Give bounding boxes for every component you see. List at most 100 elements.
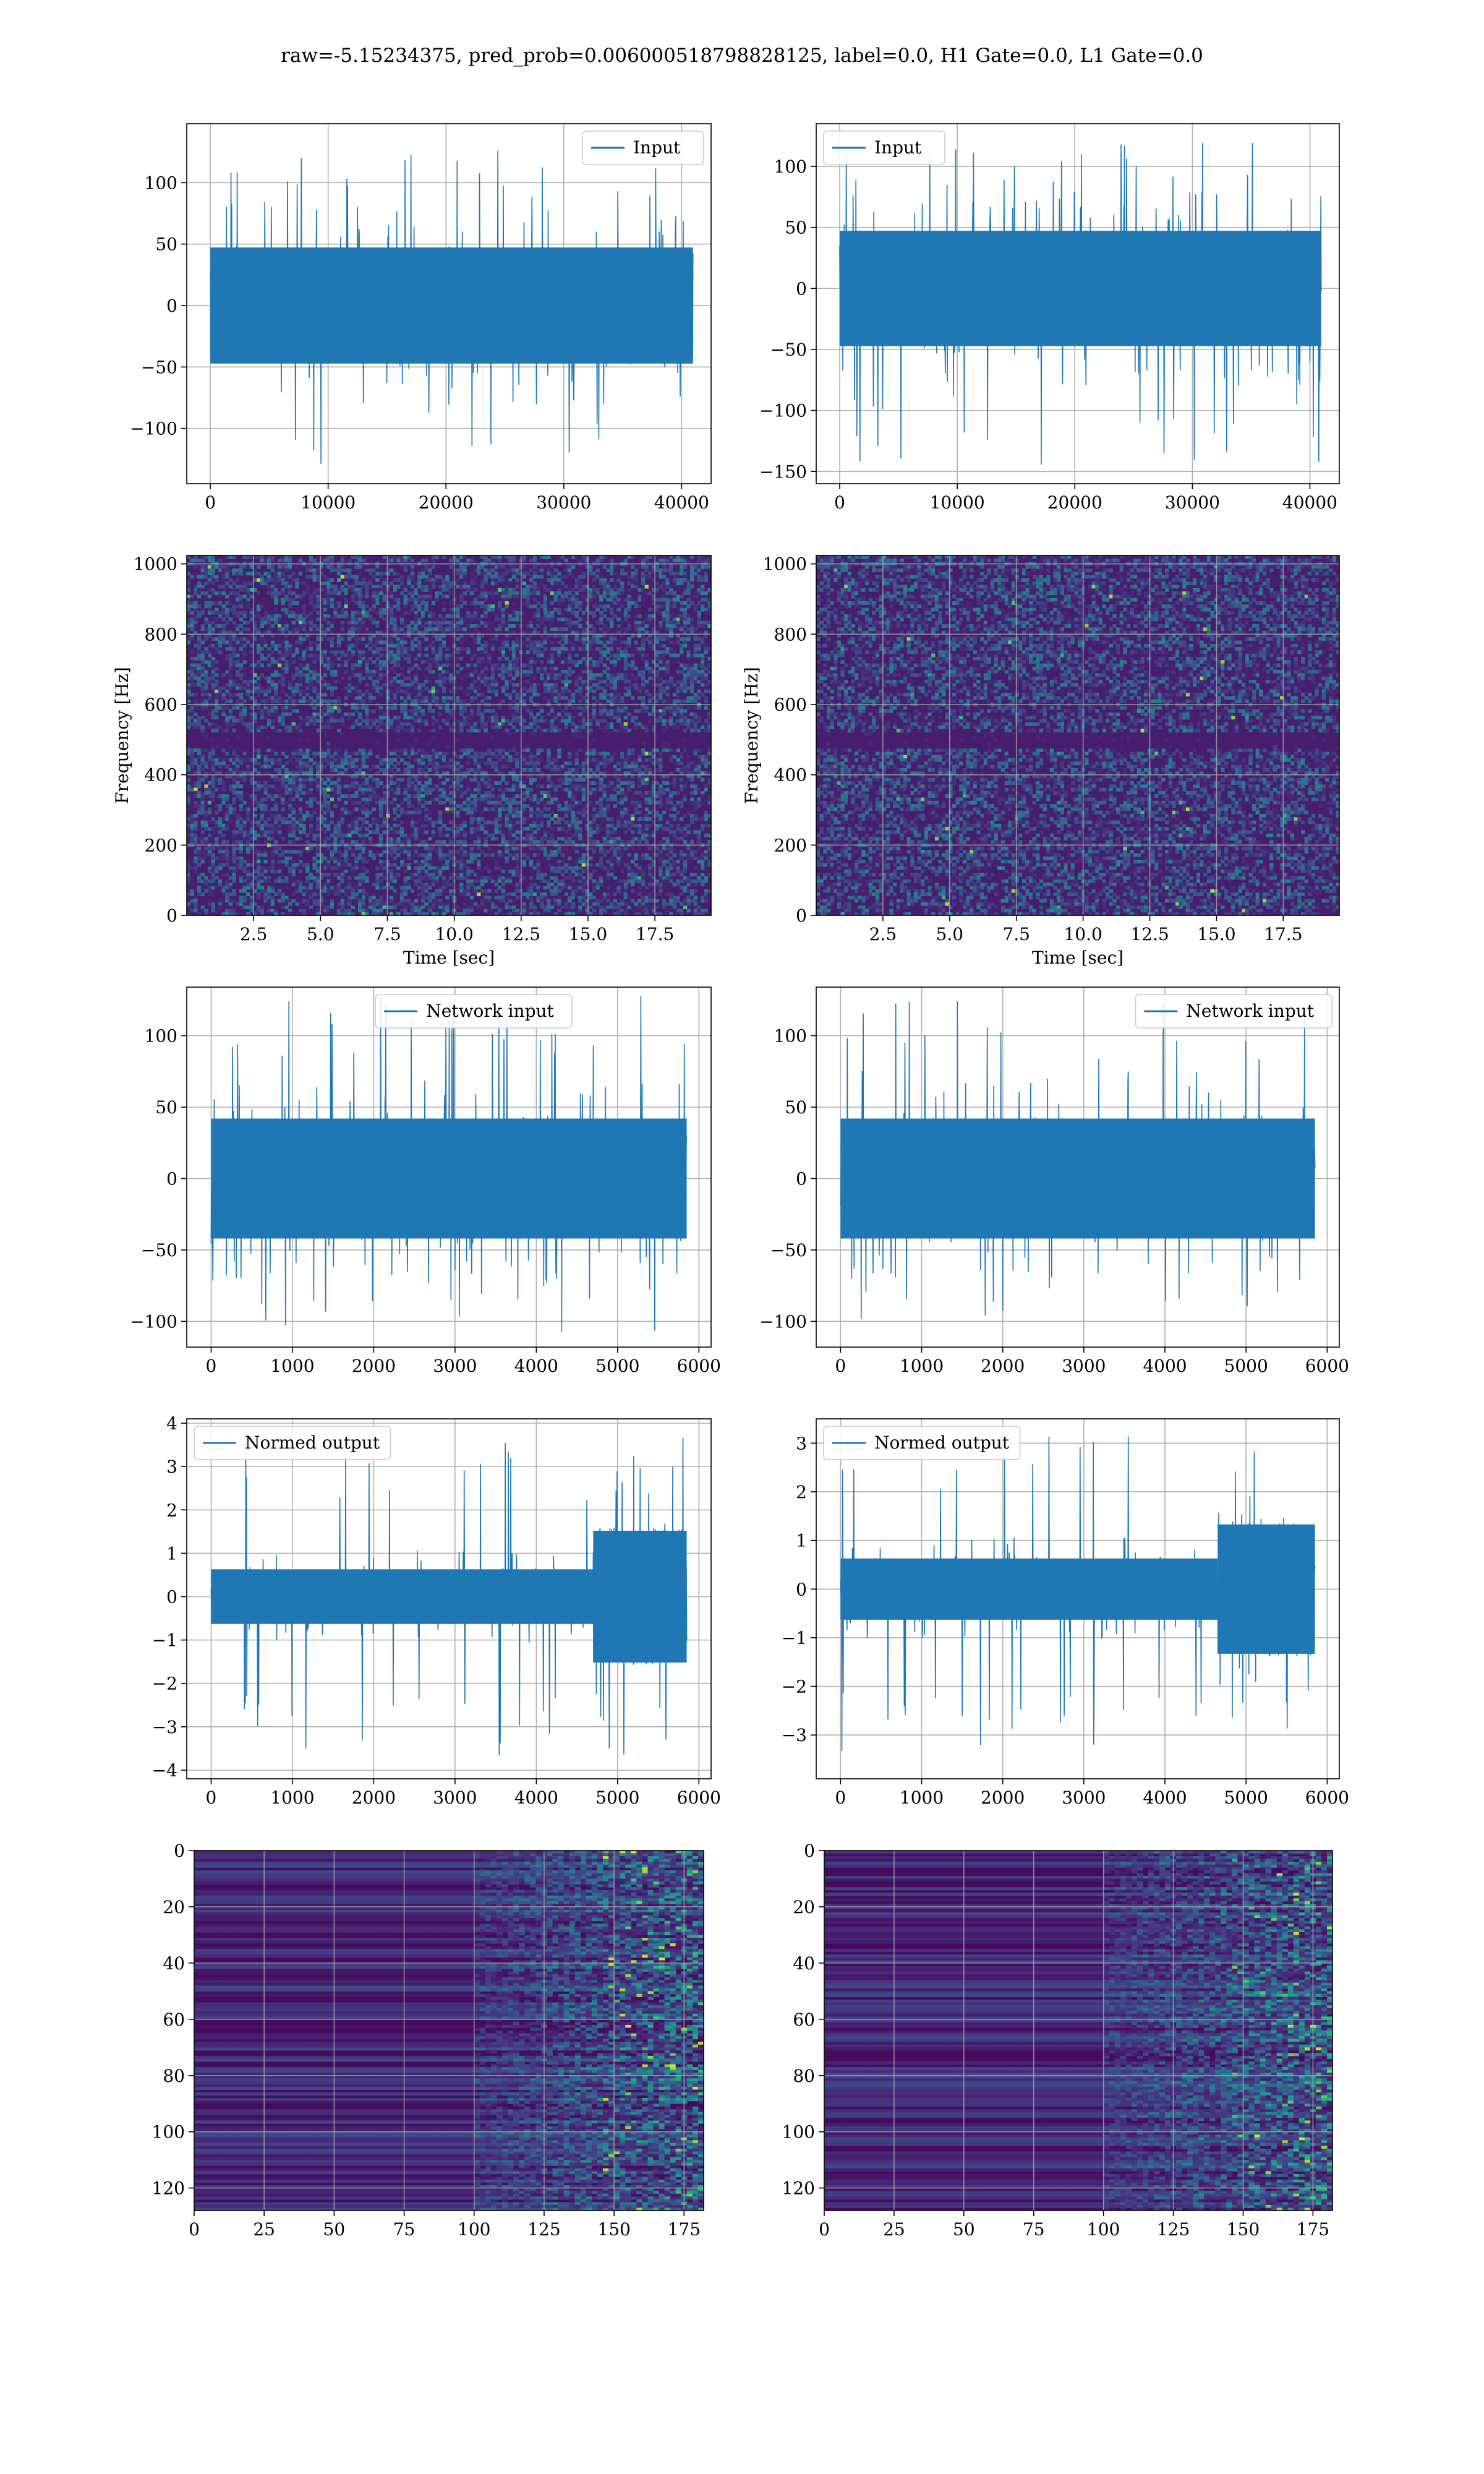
heatmap-cell: [540, 555, 544, 559]
heatmap-cell: [651, 627, 656, 631]
heatmap-cell: [623, 650, 628, 654]
heatmap-cell: [403, 559, 407, 563]
heatmap-cell: [365, 673, 369, 677]
heatmap-cell: [239, 696, 244, 700]
heatmap-cell: [410, 591, 415, 596]
heatmap-cell: [361, 663, 365, 667]
heatmap-cell: [242, 686, 247, 690]
heatmap-cell: [536, 693, 540, 697]
heatmap-cell: [697, 610, 701, 615]
heatmap-cell: [560, 696, 565, 700]
heatmap-cell: [431, 735, 435, 739]
heatmap-cell: [319, 637, 324, 641]
heatmap-cell: [190, 709, 194, 713]
heatmap-cell: [424, 578, 429, 582]
heatmap-cell: [257, 693, 261, 697]
heatmap-cell: [543, 670, 547, 674]
heatmap-cell: [529, 768, 534, 772]
heatmap-cell: [337, 601, 341, 605]
heatmap-cell: [449, 673, 453, 677]
heatmap-cell: [312, 689, 317, 693]
heatmap-cell: [662, 748, 667, 753]
heatmap-cell: [494, 634, 498, 638]
heatmap-cell: [215, 745, 219, 749]
heatmap-cell: [274, 601, 278, 605]
heatmap-cell: [508, 581, 513, 586]
heatmap-cell: [267, 680, 271, 683]
heatmap-cell: [441, 601, 446, 605]
heatmap-cell: [403, 676, 407, 680]
heatmap-cell: [459, 657, 464, 661]
heatmap-cell: [623, 666, 628, 670]
heatmap-cell: [564, 591, 568, 596]
heatmap-cell: [550, 571, 555, 576]
heatmap-cell: [354, 663, 359, 667]
heatmap-cell: [511, 660, 516, 664]
heatmap-cell: [399, 640, 404, 644]
heatmap-cell: [200, 584, 205, 589]
heatmap-cell: [553, 699, 558, 703]
heatmap-cell: [592, 676, 597, 680]
heatmap-cell: [386, 716, 390, 720]
heatmap-cell: [386, 683, 390, 687]
heatmap-cell: [501, 640, 506, 644]
heatmap-cell: [578, 584, 582, 589]
heatmap-cell: [655, 719, 659, 723]
heatmap-cell: [330, 768, 335, 772]
heatmap-cell: [291, 643, 296, 648]
heatmap-cell: [218, 640, 223, 644]
heatmap-cell: [473, 588, 477, 592]
heatmap-cell: [659, 696, 663, 700]
heatmap-cell: [557, 650, 561, 654]
heatmap-cell: [690, 666, 694, 670]
heatmap-cell: [613, 571, 617, 576]
heatmap-cell: [403, 716, 407, 720]
heatmap-cell: [697, 591, 701, 596]
heatmap-cell: [278, 643, 282, 648]
heatmap-cell: [420, 771, 425, 776]
heatmap-cell: [704, 571, 708, 576]
heatmap-cell: [278, 771, 282, 776]
heatmap-cell: [578, 774, 582, 779]
heatmap-cell: [532, 722, 537, 726]
heatmap-cell: [410, 568, 415, 573]
heatmap-cell: [456, 624, 460, 628]
heatmap-cell: [623, 686, 628, 690]
heatmap-cell: [375, 637, 380, 641]
heatmap-cell: [610, 758, 614, 762]
heatmap-cell: [288, 591, 292, 596]
heatmap-cell: [704, 699, 708, 703]
heatmap-cell: [348, 643, 352, 648]
heatmap-cell: [190, 713, 194, 716]
heatmap-cell: [564, 713, 568, 716]
heatmap-cell: [553, 568, 558, 573]
heatmap-cell: [393, 571, 397, 576]
heatmap-cell: [267, 771, 271, 776]
heatmap-cell: [420, 594, 425, 599]
heatmap-cell: [610, 565, 614, 569]
heatmap-cell: [585, 565, 589, 569]
heatmap-cell: [354, 660, 359, 664]
heatmap-cell: [431, 565, 435, 569]
heatmap-cell: [560, 686, 565, 690]
heatmap-cell: [236, 706, 240, 710]
heatmap-cell: [560, 555, 565, 559]
heatmap-cell: [372, 660, 376, 664]
heatmap-cell: [560, 637, 565, 641]
heatmap-cell: [620, 726, 625, 729]
heatmap-cell: [351, 653, 355, 657]
heatmap-cell: [449, 657, 453, 661]
heatmap-cell: [372, 709, 376, 713]
heatmap-cell: [386, 706, 390, 710]
heatmap-cell: [365, 719, 369, 723]
heatmap-cell: [707, 729, 711, 733]
heatmap-cell: [686, 768, 691, 772]
heatmap-cell: [344, 686, 348, 690]
heatmap-cell: [686, 650, 691, 654]
heatmap-cell: [236, 584, 240, 589]
heatmap-cell: [469, 591, 474, 596]
heatmap-cell: [326, 657, 331, 661]
heatmap-cell: [511, 699, 516, 703]
heatmap-cell: [574, 680, 579, 683]
heatmap-cell: [480, 594, 485, 599]
